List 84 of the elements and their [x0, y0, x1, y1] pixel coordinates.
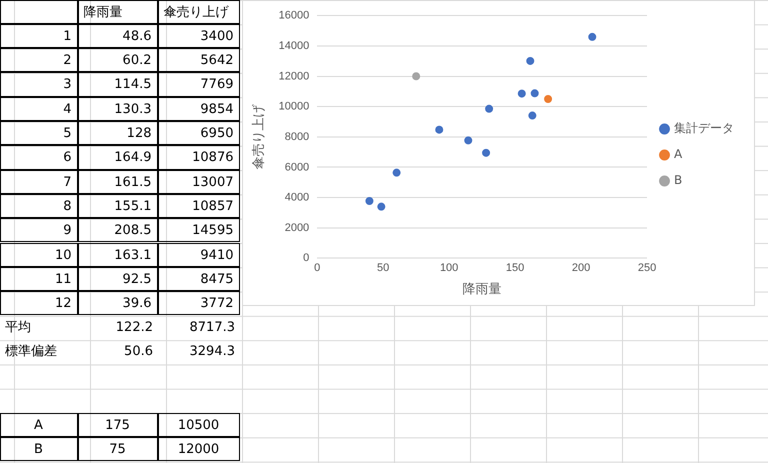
text: 8 — [0, 194, 78, 218]
text: 12000 — [158, 436, 240, 462]
text: 130.3 — [78, 96, 158, 121]
y-tick-label: 2000 — [284, 222, 310, 234]
point — [518, 90, 526, 98]
point — [377, 202, 386, 211]
point — [482, 148, 490, 157]
x-tick-label: 100 — [440, 262, 458, 274]
point — [412, 72, 420, 80]
text: 128 — [78, 121, 158, 146]
text: 9854 — [158, 96, 240, 121]
text: 60.2 — [78, 48, 158, 72]
text: 10500 — [158, 412, 240, 437]
point — [544, 94, 552, 103]
text: 161.5 — [78, 170, 158, 194]
legend-label: B — [674, 173, 682, 188]
text: 175 — [78, 412, 158, 437]
y-tick-label: 6000 — [284, 161, 310, 174]
point — [435, 126, 444, 134]
text: 8717.3 — [188, 318, 236, 337]
x-tick-label: 150 — [506, 262, 524, 274]
text: 5 — [0, 121, 78, 146]
text: 1 — [0, 24, 78, 48]
text: 75 — [78, 436, 158, 462]
point — [588, 32, 596, 41]
text: 14595 — [158, 218, 240, 242]
text: 平均 — [4, 318, 32, 337]
x-tick-label: 250 — [638, 262, 656, 274]
y-tick-label: 12000 — [278, 70, 310, 82]
text: 208.5 — [78, 218, 158, 242]
point — [528, 112, 536, 120]
point — [485, 104, 494, 113]
text: 7769 — [158, 72, 240, 97]
text: 10876 — [158, 145, 240, 170]
text: 50.6 — [123, 343, 154, 362]
text: 6 — [0, 145, 78, 170]
x-tick-label: 200 — [572, 262, 590, 274]
text: A — [0, 412, 78, 437]
text: 標準偏差 — [4, 343, 58, 362]
y-tick-label: 8000 — [284, 130, 310, 143]
point — [530, 89, 539, 98]
text: 3772 — [158, 291, 240, 316]
legend-label: 集計データ — [674, 121, 734, 136]
text: 8475 — [158, 266, 240, 292]
y-tick-label: 16000 — [278, 10, 310, 22]
y-tick-label: 10000 — [278, 100, 310, 113]
text: 傘売り上げ — [164, 4, 228, 20]
x-tick-label: 0 — [314, 262, 320, 274]
text: 13007 — [158, 170, 240, 194]
text: 3400 — [158, 24, 240, 48]
text: 降雨量 — [84, 4, 122, 20]
text: 4 — [0, 96, 78, 121]
y-tick-label: 14000 — [278, 40, 310, 52]
x-axis-title: 降雨量 — [462, 280, 502, 296]
y-tick-label: 0 — [303, 252, 310, 264]
text: 163.1 — [78, 242, 158, 267]
text: 10 — [0, 242, 78, 267]
point — [464, 136, 472, 144]
y-tick-label: 4000 — [284, 192, 310, 204]
text: 11 — [0, 266, 78, 292]
text: 3294.3 — [188, 343, 236, 362]
text: 9410 — [158, 242, 240, 267]
point — [526, 56, 534, 65]
text: 5642 — [158, 48, 240, 72]
text: 3 — [0, 72, 78, 97]
text: 164.9 — [78, 145, 158, 170]
text: 155.1 — [78, 194, 158, 218]
point — [392, 168, 401, 177]
y-axis-title: 傘売り上げ — [250, 103, 266, 170]
text: 9 — [0, 218, 78, 242]
point — [365, 197, 374, 206]
text: 39.6 — [78, 291, 158, 316]
legend-label: A — [674, 147, 683, 162]
text: 10857 — [158, 194, 240, 218]
text: 122.2 — [114, 318, 154, 337]
text: 6950 — [158, 121, 240, 146]
text: 92.5 — [78, 266, 158, 292]
x-tick-label: 50 — [377, 262, 390, 274]
text: 114.5 — [78, 72, 158, 97]
text: 12 — [0, 291, 78, 316]
text: 48.6 — [78, 24, 158, 48]
text: 2 — [0, 48, 78, 72]
text: B — [0, 436, 78, 462]
text: 7 — [0, 170, 78, 194]
